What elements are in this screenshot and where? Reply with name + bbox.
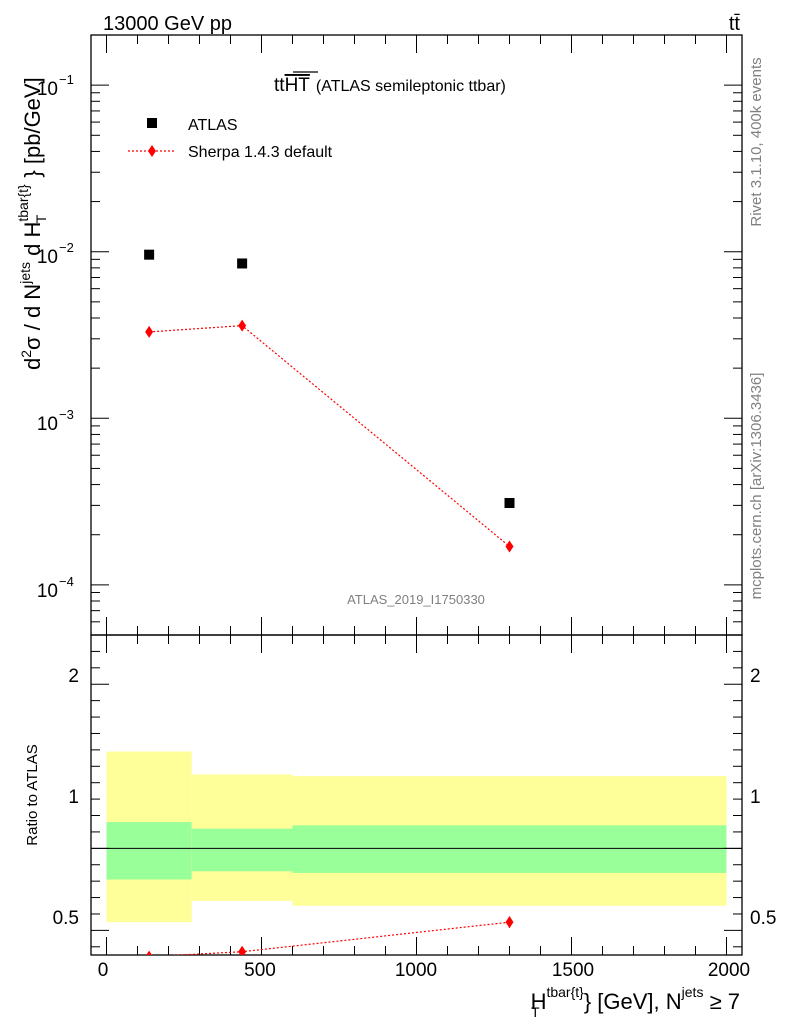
- atlas-point-1: [237, 258, 248, 269]
- main-data-series: [144, 249, 515, 553]
- atlas-point-0: [144, 249, 155, 260]
- ratio-series-line-0: [168, 921, 510, 955]
- svg-text:10: 10: [37, 414, 58, 435]
- svg-text:−3: −3: [59, 407, 74, 422]
- ratio-y-axis-label: Ratio to ATLAS: [24, 744, 41, 845]
- ratio-data-series: [146, 916, 514, 955]
- atlas-point-2: [504, 498, 515, 509]
- legend-marker-sherpa: [148, 145, 156, 157]
- svg-text:10: 10: [37, 581, 58, 602]
- ratio-y-tick-label-0.5: 0.5: [53, 908, 79, 929]
- ratio-y-tick-label-2-right: 2: [750, 666, 761, 687]
- x-tick-label-2000: 2000: [708, 960, 750, 981]
- ratio-sherpa-point-2: [505, 916, 514, 929]
- svg-text:−2: −2: [59, 240, 74, 255]
- svg-text:10: 10: [37, 247, 58, 268]
- ratio-y-tick-label-0.5-right: 0.5: [750, 908, 776, 929]
- rivet-version-label: Rivet 3.1.10, 400k events: [748, 57, 765, 226]
- main-y-axis-label: d2σ / d Njets d Htbar{t} T } [pb/GeV]: [15, 77, 49, 370]
- plot-title: ttHT (ATLAS semileptonic ttbar): [274, 71, 506, 96]
- legend-label-sherpa: Sherpa 1.4.3 default: [188, 144, 333, 161]
- mcplots-reference-label: mcplots.cern.ch [arXiv:1306.3436]: [748, 373, 765, 600]
- ratio-y-axis-ticks: [91, 650, 742, 948]
- analysis-watermark: ATLAS_2019_I1750330: [347, 592, 485, 607]
- sherpa-point-2: [505, 540, 514, 553]
- svg-text:−4: −4: [59, 574, 74, 589]
- x-axis-label: Htbar{t}} [GeV], Njets ≥ 7 T: [531, 984, 740, 1020]
- svg-text:T: T: [531, 1004, 540, 1020]
- ratio-uncertainty-bands: [106, 751, 727, 923]
- main-y-tick-label-1e-2: 10 −2: [37, 240, 74, 268]
- sherpa-point-1: [238, 319, 247, 332]
- svg-text:ttHT(ATLAS semileptonic ttbar): ttHT (ATLAS semileptonic ttbar): [274, 75, 506, 96]
- x-tick-label-1000: 1000: [395, 960, 437, 981]
- x-tick-label-0: 0: [98, 960, 109, 981]
- svg-text:10: 10: [37, 79, 58, 100]
- main-y-tick-label-1e-3: 10 −3: [37, 407, 74, 435]
- legend-label-atlas: ATLAS: [188, 117, 238, 134]
- legend-marker-atlas: [147, 118, 157, 128]
- ratio-y-tick-label-2: 2: [68, 666, 79, 687]
- legend: ATLAS Sherpa 1.4.3 default: [128, 117, 333, 161]
- process-label: tt̄: [729, 13, 741, 35]
- main-y-axis-ticks: [91, 34, 742, 636]
- ratio-sherpa-point-0: [146, 950, 153, 955]
- svg-text:−1: −1: [59, 72, 74, 87]
- ratio-y-tick-label-1: 1: [68, 787, 79, 808]
- ratio-x-axis-ticks: [106, 635, 727, 955]
- main-x-axis-ticks: [106, 35, 727, 635]
- main-y-tick-label-1e-4: 10 −4: [37, 574, 74, 602]
- ratio-y-tick-label-1-right: 1: [750, 787, 761, 808]
- green-band-0: [106, 822, 192, 880]
- svg-text:Htbar{t}} [GeV], Njets ≥ 7: Htbar{t}} [GeV], Njets ≥ 7: [531, 984, 740, 1014]
- svg-text:d2σ / d Njets d Htbar{t}T } [p: d2σ / d Njets d Htbar{t} T } [pb/GeV]: [15, 77, 49, 370]
- sherpa-point-0: [145, 325, 154, 338]
- x-tick-label-500: 500: [244, 960, 276, 981]
- green-band-1: [191, 828, 293, 872]
- x-tick-label-1500: 1500: [552, 960, 594, 981]
- green-band-2: [292, 825, 727, 873]
- series-line-1: [149, 325, 510, 547]
- ratio-sherpa-point-1: [238, 945, 247, 955]
- main-y-tick-label-1e-1: 10 −1: [37, 72, 74, 100]
- collision-label: 13000 GeV pp: [103, 13, 232, 35]
